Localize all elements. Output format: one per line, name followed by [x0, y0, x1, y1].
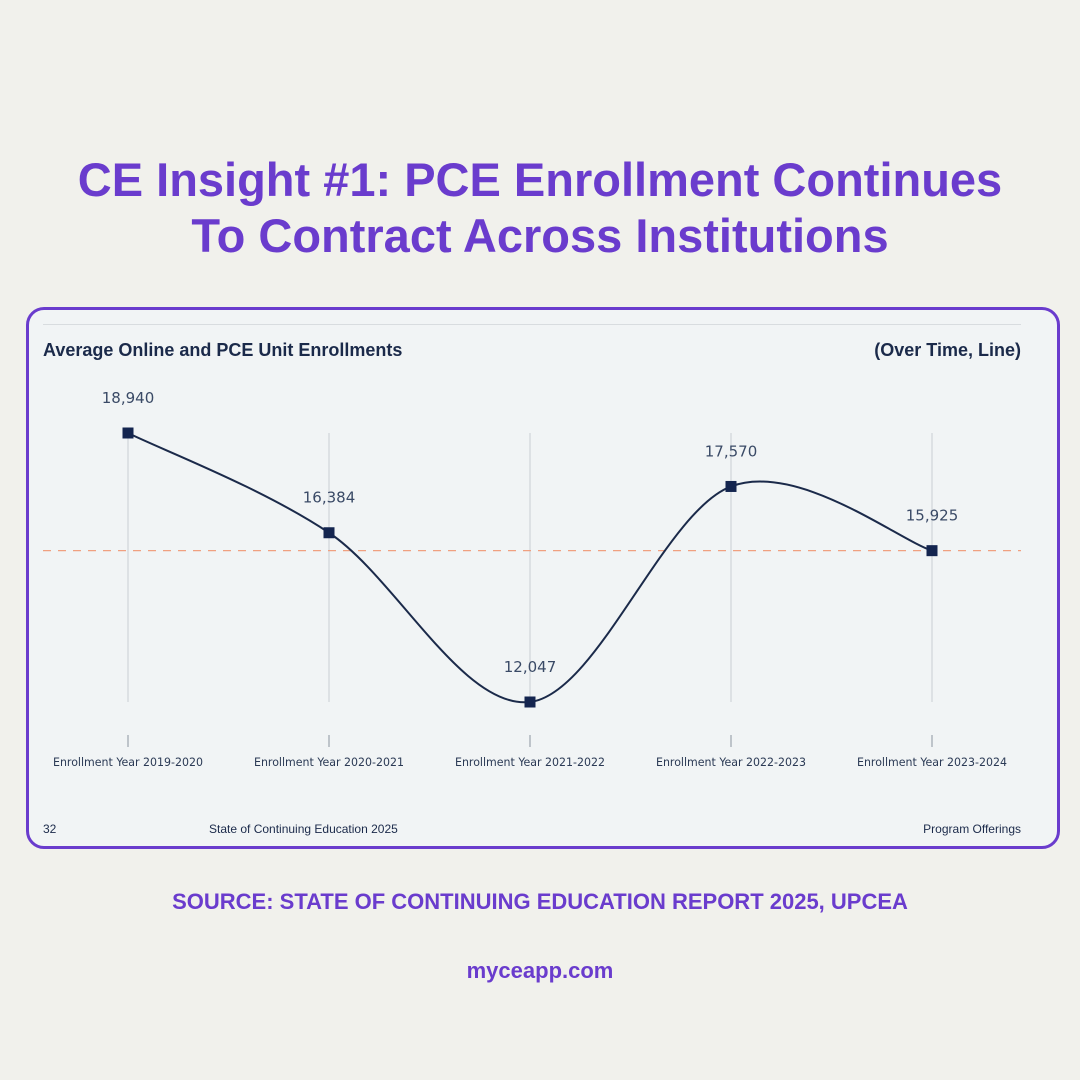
site-link[interactable]: myceapp.com	[466, 958, 614, 983]
divider	[43, 324, 1021, 325]
headline-line-2: To Contract Across Institutions	[191, 209, 889, 262]
data-point	[926, 545, 938, 557]
data-label: 15,925	[906, 507, 959, 525]
headline-line-1: CE Insight #1: PCE Enrollment Continues	[77, 153, 1003, 206]
data-point	[725, 480, 737, 492]
x-tick-label: Enrollment Year 2022-2023	[656, 755, 806, 769]
x-tick-label: Enrollment Year 2023-2024	[857, 755, 1007, 769]
chart-subtitle: (Over Time, Line)	[874, 340, 1021, 360]
x-tick-label: Enrollment Year 2020-2021	[254, 755, 404, 769]
data-point	[524, 696, 536, 708]
section-name: Program Offerings	[923, 822, 1021, 836]
chart-card: Average Online and PCE Unit Enrollments …	[26, 307, 1060, 849]
x-tick-label: Enrollment Year 2019-2020	[53, 755, 203, 769]
data-label: 17,570	[705, 442, 758, 460]
page-number: 32	[43, 822, 57, 836]
data-point	[122, 427, 134, 439]
data-label: 12,047	[504, 658, 557, 676]
line-chart: Enrollment Year 2019-2020 Enrollment Year…	[43, 389, 1021, 769]
chart-title: Average Online and PCE Unit Enrollments	[43, 340, 403, 360]
report-name: State of Continuing Education 2025	[209, 822, 398, 836]
headline: CE Insight #1: PCE Enrollment Continues …	[0, 152, 1080, 264]
data-point	[323, 527, 335, 539]
x-tick-label: Enrollment Year 2021-2022	[455, 755, 605, 769]
data-label: 16,384	[303, 489, 356, 507]
source-note: SOURCE: STATE OF CONTINUING EDUCATION RE…	[172, 889, 908, 914]
data-label: 18,940	[102, 389, 155, 407]
